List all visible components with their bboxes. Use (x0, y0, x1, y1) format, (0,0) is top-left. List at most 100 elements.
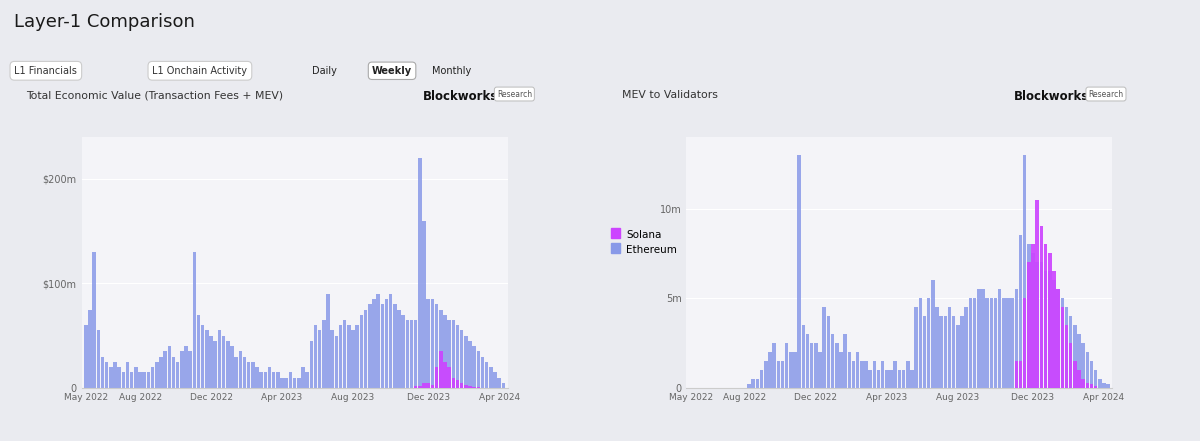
Bar (372, 299, 376, 388)
Bar (301, 367, 305, 388)
Bar (426, 383, 430, 388)
Bar (960, 316, 964, 388)
Bar (464, 385, 468, 388)
Bar (476, 351, 480, 388)
Text: L1 Financials: L1 Financials (14, 66, 77, 76)
Bar (380, 304, 384, 388)
Bar (940, 316, 943, 388)
Bar (1036, 200, 1039, 388)
Bar (305, 372, 308, 388)
Bar (493, 372, 497, 388)
Bar (242, 357, 246, 388)
Bar (434, 304, 438, 388)
Bar (1044, 244, 1048, 388)
Bar (1086, 352, 1090, 388)
Bar (160, 357, 163, 388)
Bar (322, 320, 325, 388)
Bar (926, 298, 930, 388)
Bar (790, 352, 792, 388)
Bar (1056, 289, 1060, 388)
Bar (1022, 298, 1026, 388)
Bar (468, 386, 472, 388)
Bar (1098, 379, 1102, 388)
Bar (313, 325, 317, 388)
Bar (998, 289, 1002, 388)
Bar (805, 334, 809, 388)
Bar (222, 336, 226, 388)
Legend: Solana, Ethereum: Solana, Ethereum (606, 225, 682, 259)
Bar (1014, 361, 1018, 388)
Bar (418, 158, 421, 388)
Bar (490, 367, 493, 388)
Bar (847, 352, 851, 388)
Bar (146, 372, 150, 388)
Bar (185, 346, 187, 388)
Bar (298, 377, 300, 388)
Bar (426, 299, 430, 388)
Bar (1094, 370, 1098, 388)
Bar (760, 370, 763, 388)
Bar (1010, 298, 1014, 388)
Bar (1022, 155, 1026, 388)
Bar (869, 370, 872, 388)
Bar (88, 310, 91, 388)
Bar (468, 341, 472, 388)
Bar (104, 362, 108, 388)
Bar (814, 343, 817, 388)
Bar (881, 361, 884, 388)
Bar (1103, 383, 1106, 388)
Bar (910, 370, 913, 388)
Bar (931, 280, 935, 388)
Bar (1073, 361, 1076, 388)
Bar (818, 352, 822, 388)
Bar (485, 362, 488, 388)
Bar (1044, 271, 1048, 388)
Bar (1090, 385, 1093, 388)
Bar (776, 361, 780, 388)
Bar (385, 299, 389, 388)
Bar (205, 330, 209, 388)
Bar (464, 336, 468, 388)
Bar (130, 372, 133, 388)
Bar (121, 372, 125, 388)
Bar (310, 341, 313, 388)
Bar (264, 372, 268, 388)
Bar (143, 372, 146, 388)
Bar (1039, 262, 1043, 388)
Bar (973, 298, 977, 388)
Bar (338, 325, 342, 388)
Bar (293, 377, 296, 388)
Bar (1061, 298, 1064, 388)
Bar (473, 387, 476, 388)
Bar (418, 386, 421, 388)
Text: Monthly: Monthly (432, 66, 472, 76)
Bar (118, 367, 121, 388)
Bar (318, 330, 322, 388)
Bar (197, 315, 200, 388)
Bar (1031, 244, 1034, 388)
Bar (877, 370, 881, 388)
Bar (209, 336, 212, 388)
Bar (239, 351, 242, 388)
Bar (230, 346, 234, 388)
Bar (394, 304, 397, 388)
Bar (1064, 325, 1068, 388)
Bar (481, 357, 485, 388)
Bar (1019, 235, 1022, 388)
Bar (793, 352, 797, 388)
Bar (163, 351, 167, 388)
Bar (502, 383, 505, 388)
Bar (781, 361, 785, 388)
Bar (751, 379, 755, 388)
Bar (990, 298, 994, 388)
Bar (439, 351, 443, 388)
Bar (192, 252, 196, 388)
Bar (402, 315, 404, 388)
Bar (389, 294, 392, 388)
Bar (918, 298, 922, 388)
Bar (460, 383, 463, 388)
Bar (982, 289, 985, 388)
Bar (902, 370, 905, 388)
Bar (894, 361, 896, 388)
Bar (860, 361, 864, 388)
